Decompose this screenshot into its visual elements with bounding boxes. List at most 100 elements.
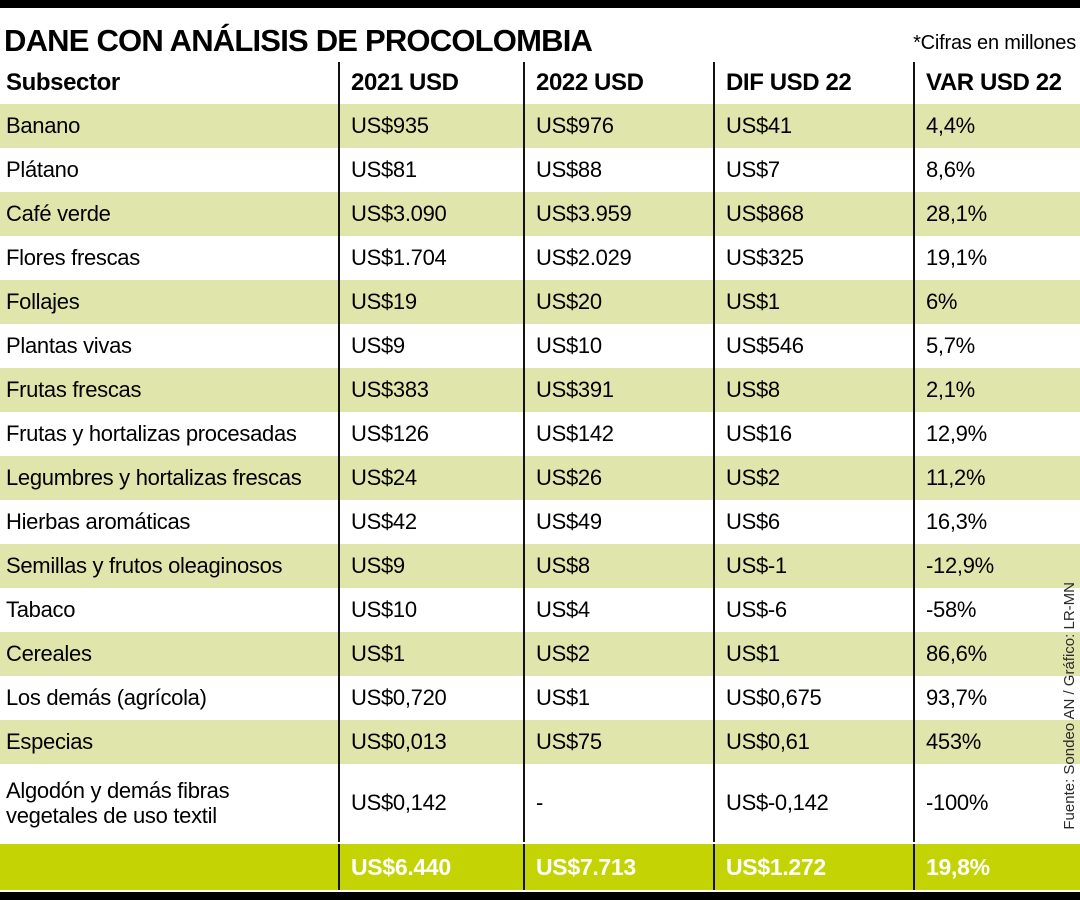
cell-text: US$49 xyxy=(536,509,602,534)
value-cell: US$75 xyxy=(523,720,713,764)
cell-text: US$1 xyxy=(351,641,405,666)
cell-text: US$8 xyxy=(726,377,780,402)
value-cell: US$2.029 xyxy=(523,236,713,280)
cell-text: 16,3% xyxy=(926,509,987,534)
cell-text: Frutas frescas xyxy=(6,377,142,402)
cell-text: US$126 xyxy=(351,421,429,446)
cell-text: US$10 xyxy=(351,597,417,622)
column-header: Subsector xyxy=(6,69,120,96)
cell-text: -100% xyxy=(926,790,989,815)
value-cell: 86,6% xyxy=(913,632,1080,676)
value-cell: US$24 xyxy=(338,456,523,500)
cell-text: 11,2% xyxy=(926,465,986,490)
value-cell: 453% xyxy=(913,720,1080,764)
table-total-row: US$6.440 US$7.713 US$1.272 19,8% xyxy=(0,844,1080,890)
cell-text: US$0,720 xyxy=(351,685,447,710)
value-cell: US$935 xyxy=(338,104,523,148)
value-cell: US$383 xyxy=(338,368,523,412)
value-cell: 11,2% xyxy=(913,456,1080,500)
total-empty-cell xyxy=(0,844,338,890)
value-cell: US$19 xyxy=(338,280,523,324)
value-cell: US$0,013 xyxy=(338,720,523,764)
column-header: 2021 USD xyxy=(338,62,523,104)
value-cell: US$3.090 xyxy=(338,192,523,236)
value-cell: US$142 xyxy=(523,412,713,456)
cell-text: 5,7% xyxy=(926,333,975,358)
total-value-cell: US$7.713 xyxy=(523,844,713,890)
value-cell: US$1 xyxy=(523,676,713,720)
value-cell: US$10 xyxy=(338,588,523,632)
value-cell: 93,7% xyxy=(913,676,1080,720)
total-value-cell: US$6.440 xyxy=(338,844,523,890)
value-cell: US$20 xyxy=(523,280,713,324)
value-cell: US$26 xyxy=(523,456,713,500)
cell-text: 86,6% xyxy=(926,641,987,666)
value-cell: US$391 xyxy=(523,368,713,412)
value-cell: 16,3% xyxy=(913,500,1080,544)
data-table: Subsector 2021 USD 2022 USD DIF USD 22 VAR U… xyxy=(0,62,1080,890)
subsector-cell: Frutas frescas xyxy=(0,368,338,412)
subsector-cell: Legumbres y hortalizas frescas xyxy=(0,456,338,500)
cell-text: US$42 xyxy=(351,509,417,534)
cell-text: Follajes xyxy=(6,289,80,314)
cell-text: Legumbres y hortalizas frescas xyxy=(6,465,302,490)
total-value-cell: 19,8% xyxy=(913,844,1080,890)
cell-text: US$16 xyxy=(726,421,792,446)
value-cell: US$868 xyxy=(713,192,913,236)
table-header-row: Subsector 2021 USD 2022 USD DIF USD 22 VAR U… xyxy=(0,62,1080,104)
cell-text: US$0,675 xyxy=(726,685,822,710)
cell-text: US$0,61 xyxy=(726,729,810,754)
value-cell: US$0,720 xyxy=(338,676,523,720)
value-cell: US$81 xyxy=(338,148,523,192)
value-cell: US$3.959 xyxy=(523,192,713,236)
table-row: Plantas vivas US$9 US$10 US$546 5,7% xyxy=(0,324,1080,368)
table-row: Frutas frescas US$383 US$391 US$8 2,1% xyxy=(0,368,1080,412)
subsector-cell: Cereales xyxy=(0,632,338,676)
cell-text: US$24 xyxy=(351,465,417,490)
subsector-cell: Los demás (agrícola) xyxy=(0,676,338,720)
value-cell: US$42 xyxy=(338,500,523,544)
value-cell: 6% xyxy=(913,280,1080,324)
cell-text: US$88 xyxy=(536,157,602,182)
value-cell: -12,9% xyxy=(913,544,1080,588)
cell-text: US$868 xyxy=(726,201,804,226)
cell-text: US$1.704 xyxy=(351,245,447,270)
subsector-cell: Frutas y hortalizas procesadas xyxy=(0,412,338,456)
value-cell: US$1.704 xyxy=(338,236,523,280)
table-body: Banano US$935 US$976 US$41 4,4% Plátano US$81 U… xyxy=(0,104,1080,842)
cell-text: US$391 xyxy=(536,377,614,402)
subsector-cell: Especias xyxy=(0,720,338,764)
cell-text: Hierbas aromáticas xyxy=(6,509,191,534)
cell-text: 453% xyxy=(926,729,982,754)
table-row: Legumbres y hortalizas frescas US$24 US$26… xyxy=(0,456,1080,500)
table-row: Hierbas aromáticas US$42 US$49 US$6 16,3% xyxy=(0,500,1080,544)
subsector-cell: Flores frescas xyxy=(0,236,338,280)
cell-text: Frutas y hortalizas procesadas xyxy=(6,421,297,446)
cell-text: US$26 xyxy=(536,465,602,490)
cell-text: 19,1% xyxy=(926,245,987,270)
cell-text: US$1 xyxy=(536,685,590,710)
value-cell: 12,9% xyxy=(913,412,1080,456)
cell-text: US$1 xyxy=(726,289,780,314)
subsector-cell: Banano xyxy=(0,104,338,148)
table-row: Tabaco US$10 US$4 US$-6 -58% xyxy=(0,588,1080,632)
page-title: DANE CON ANÁLISIS DE PROCOLOMBIA xyxy=(4,23,593,58)
cell-text: US$383 xyxy=(351,377,429,402)
cell-text: 12,9% xyxy=(926,421,987,446)
cell-text: US$81 xyxy=(351,157,417,182)
value-cell: 19,1% xyxy=(913,236,1080,280)
value-cell: US$325 xyxy=(713,236,913,280)
cell-text: US$75 xyxy=(536,729,602,754)
value-cell: US$2 xyxy=(523,632,713,676)
cell-text: Tabaco xyxy=(6,597,76,622)
table-row: Especias US$0,013 US$75 US$0,61 453% xyxy=(0,720,1080,764)
cell-text: 93,7% xyxy=(926,685,987,710)
value-cell: -100% xyxy=(913,764,1080,842)
value-cell: US$41 xyxy=(713,104,913,148)
table-row: Frutas y hortalizas procesadas US$126 US$1… xyxy=(0,412,1080,456)
value-cell: US$1 xyxy=(713,632,913,676)
value-cell: US$-1 xyxy=(713,544,913,588)
cell-text: US$41 xyxy=(726,113,792,138)
value-cell: US$88 xyxy=(523,148,713,192)
value-cell: US$4 xyxy=(523,588,713,632)
